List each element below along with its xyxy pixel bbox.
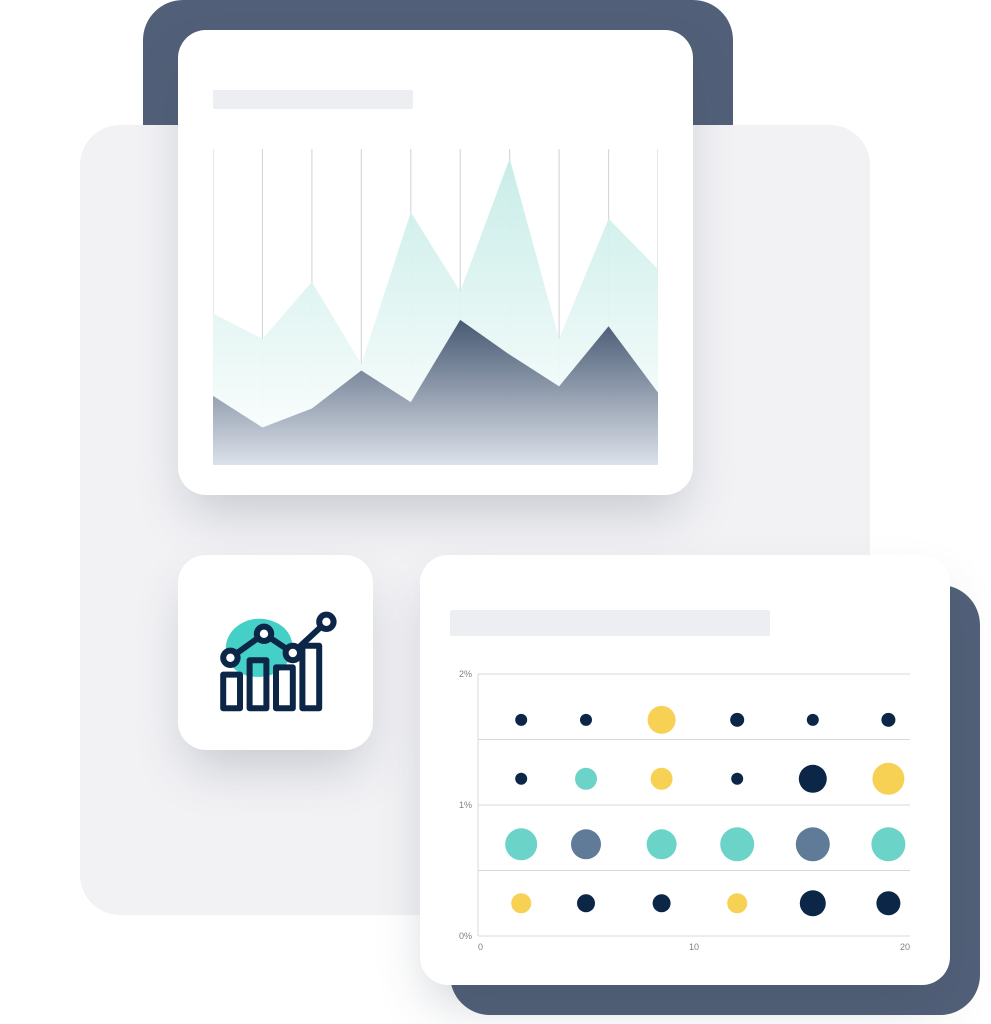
scatter-y-tick-label: 2%	[459, 669, 472, 679]
scatter-point	[876, 891, 900, 915]
scatter-x-tick-label: 10	[689, 942, 699, 952]
scatter-y-tick-label: 0%	[459, 931, 472, 941]
area-chart-card	[178, 30, 693, 495]
scatter-point	[730, 713, 744, 727]
scatter-point	[651, 768, 673, 790]
scatter-point	[653, 894, 671, 912]
scatter-point	[575, 768, 597, 790]
scatter-x-tick-label: 0	[478, 942, 483, 952]
scatter-point	[571, 829, 601, 859]
scatter-point	[515, 714, 527, 726]
scatter-point	[871, 827, 905, 861]
scatter-chart-title-placeholder	[450, 610, 770, 636]
scatter-point	[720, 827, 754, 861]
scatter-chart-card: 0% 1% 2% 0 10 20	[420, 555, 950, 985]
scatter-point	[511, 893, 531, 913]
scatter-x-tick-label: 20	[900, 942, 910, 952]
scatter-point	[577, 894, 595, 912]
scatter-point	[796, 827, 830, 861]
scatter-point	[881, 713, 895, 727]
scatter-point	[580, 714, 592, 726]
scatter-point	[731, 773, 743, 785]
area-chart	[213, 149, 658, 465]
scatter-point	[807, 714, 819, 726]
scatter-point	[647, 829, 677, 859]
scatter-y-tick-label: 1%	[459, 800, 472, 810]
analytics-icon	[211, 593, 341, 713]
area-chart-title-placeholder	[213, 90, 413, 109]
scatter-point	[648, 706, 676, 734]
dashboard-mock-stage: 0% 1% 2% 0 10 20	[0, 0, 991, 1024]
scatter-point	[515, 773, 527, 785]
analytics-icon-card	[178, 555, 373, 750]
scatter-point	[800, 890, 826, 916]
scatter-chart: 0% 1% 2% 0 10 20	[450, 666, 920, 960]
scatter-point	[505, 828, 537, 860]
scatter-point	[727, 893, 747, 913]
scatter-point	[799, 765, 827, 793]
scatter-point	[872, 763, 904, 795]
